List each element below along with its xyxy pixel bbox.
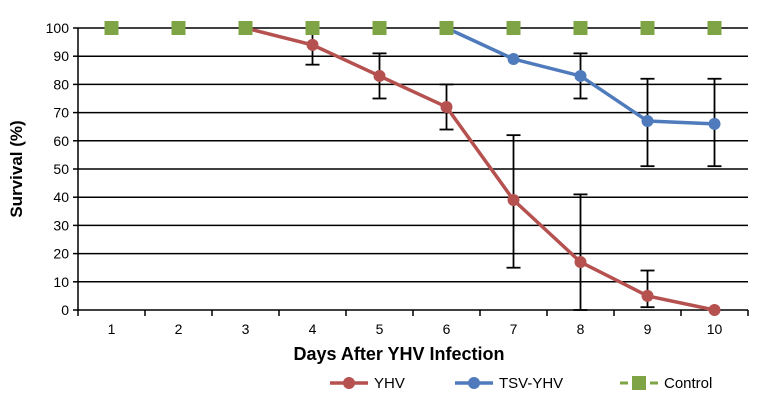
data-point [373, 69, 386, 82]
data-point [641, 289, 654, 302]
data-point [707, 21, 722, 35]
x-tick-label: 2 [175, 321, 183, 337]
data-point [171, 21, 186, 35]
series-yhv [245, 26, 721, 316]
data-point [507, 53, 520, 66]
data-point [306, 38, 319, 51]
data-point [440, 100, 453, 113]
x-tick-label: 8 [577, 321, 585, 337]
data-point [507, 194, 520, 207]
x-tick-label: 9 [644, 321, 652, 337]
x-tick-label: 7 [510, 321, 518, 337]
data-point [506, 21, 521, 35]
data-point [439, 21, 454, 35]
data-point [641, 115, 654, 128]
data-point [574, 69, 587, 82]
legend-label: TSV-YHV [499, 375, 563, 392]
legend-item: YHV [330, 375, 405, 392]
x-tick-label: 5 [376, 321, 384, 337]
data-point [238, 21, 253, 35]
x-tick-label: 10 [707, 321, 723, 337]
y-tick-label: 40 [53, 189, 69, 205]
x-axis-label: Days After YHV Infection [293, 344, 504, 364]
data-point [640, 21, 655, 35]
legend-label: YHV [374, 375, 405, 392]
data-point [708, 117, 721, 130]
legend-item: TSV-YHV [455, 375, 563, 392]
data-point [573, 21, 588, 35]
legend-label: Control [664, 375, 712, 392]
legend-item: Control [620, 375, 712, 392]
y-axis-label: Survival (%) [7, 120, 26, 217]
x-tick-label: 4 [309, 321, 317, 337]
x-tick-label: 6 [443, 321, 451, 337]
legend-marker [632, 376, 646, 390]
data-point [372, 21, 387, 35]
series-line [245, 26, 715, 312]
x-tick-label: 1 [108, 321, 116, 337]
data-point [708, 304, 721, 316]
y-tick-label: 90 [53, 48, 69, 64]
y-tick-label: 50 [53, 161, 69, 177]
series-control [104, 21, 722, 35]
y-tick-label: 100 [46, 20, 70, 36]
x-tick-label: 3 [242, 321, 250, 337]
legend-marker [468, 377, 480, 389]
y-tick-label: 0 [61, 302, 69, 318]
y-tick-label: 20 [53, 246, 69, 262]
data-point [104, 21, 119, 35]
series-tsv-yhv [445, 26, 722, 168]
y-tick-label: 30 [53, 217, 69, 233]
data-point [574, 256, 587, 269]
legend-marker [343, 377, 355, 389]
y-tick-label: 60 [53, 133, 69, 149]
y-tick-label: 10 [53, 274, 69, 290]
y-tick-label: 70 [53, 105, 69, 121]
y-tick-label: 80 [53, 76, 69, 92]
data-point [305, 21, 320, 35]
